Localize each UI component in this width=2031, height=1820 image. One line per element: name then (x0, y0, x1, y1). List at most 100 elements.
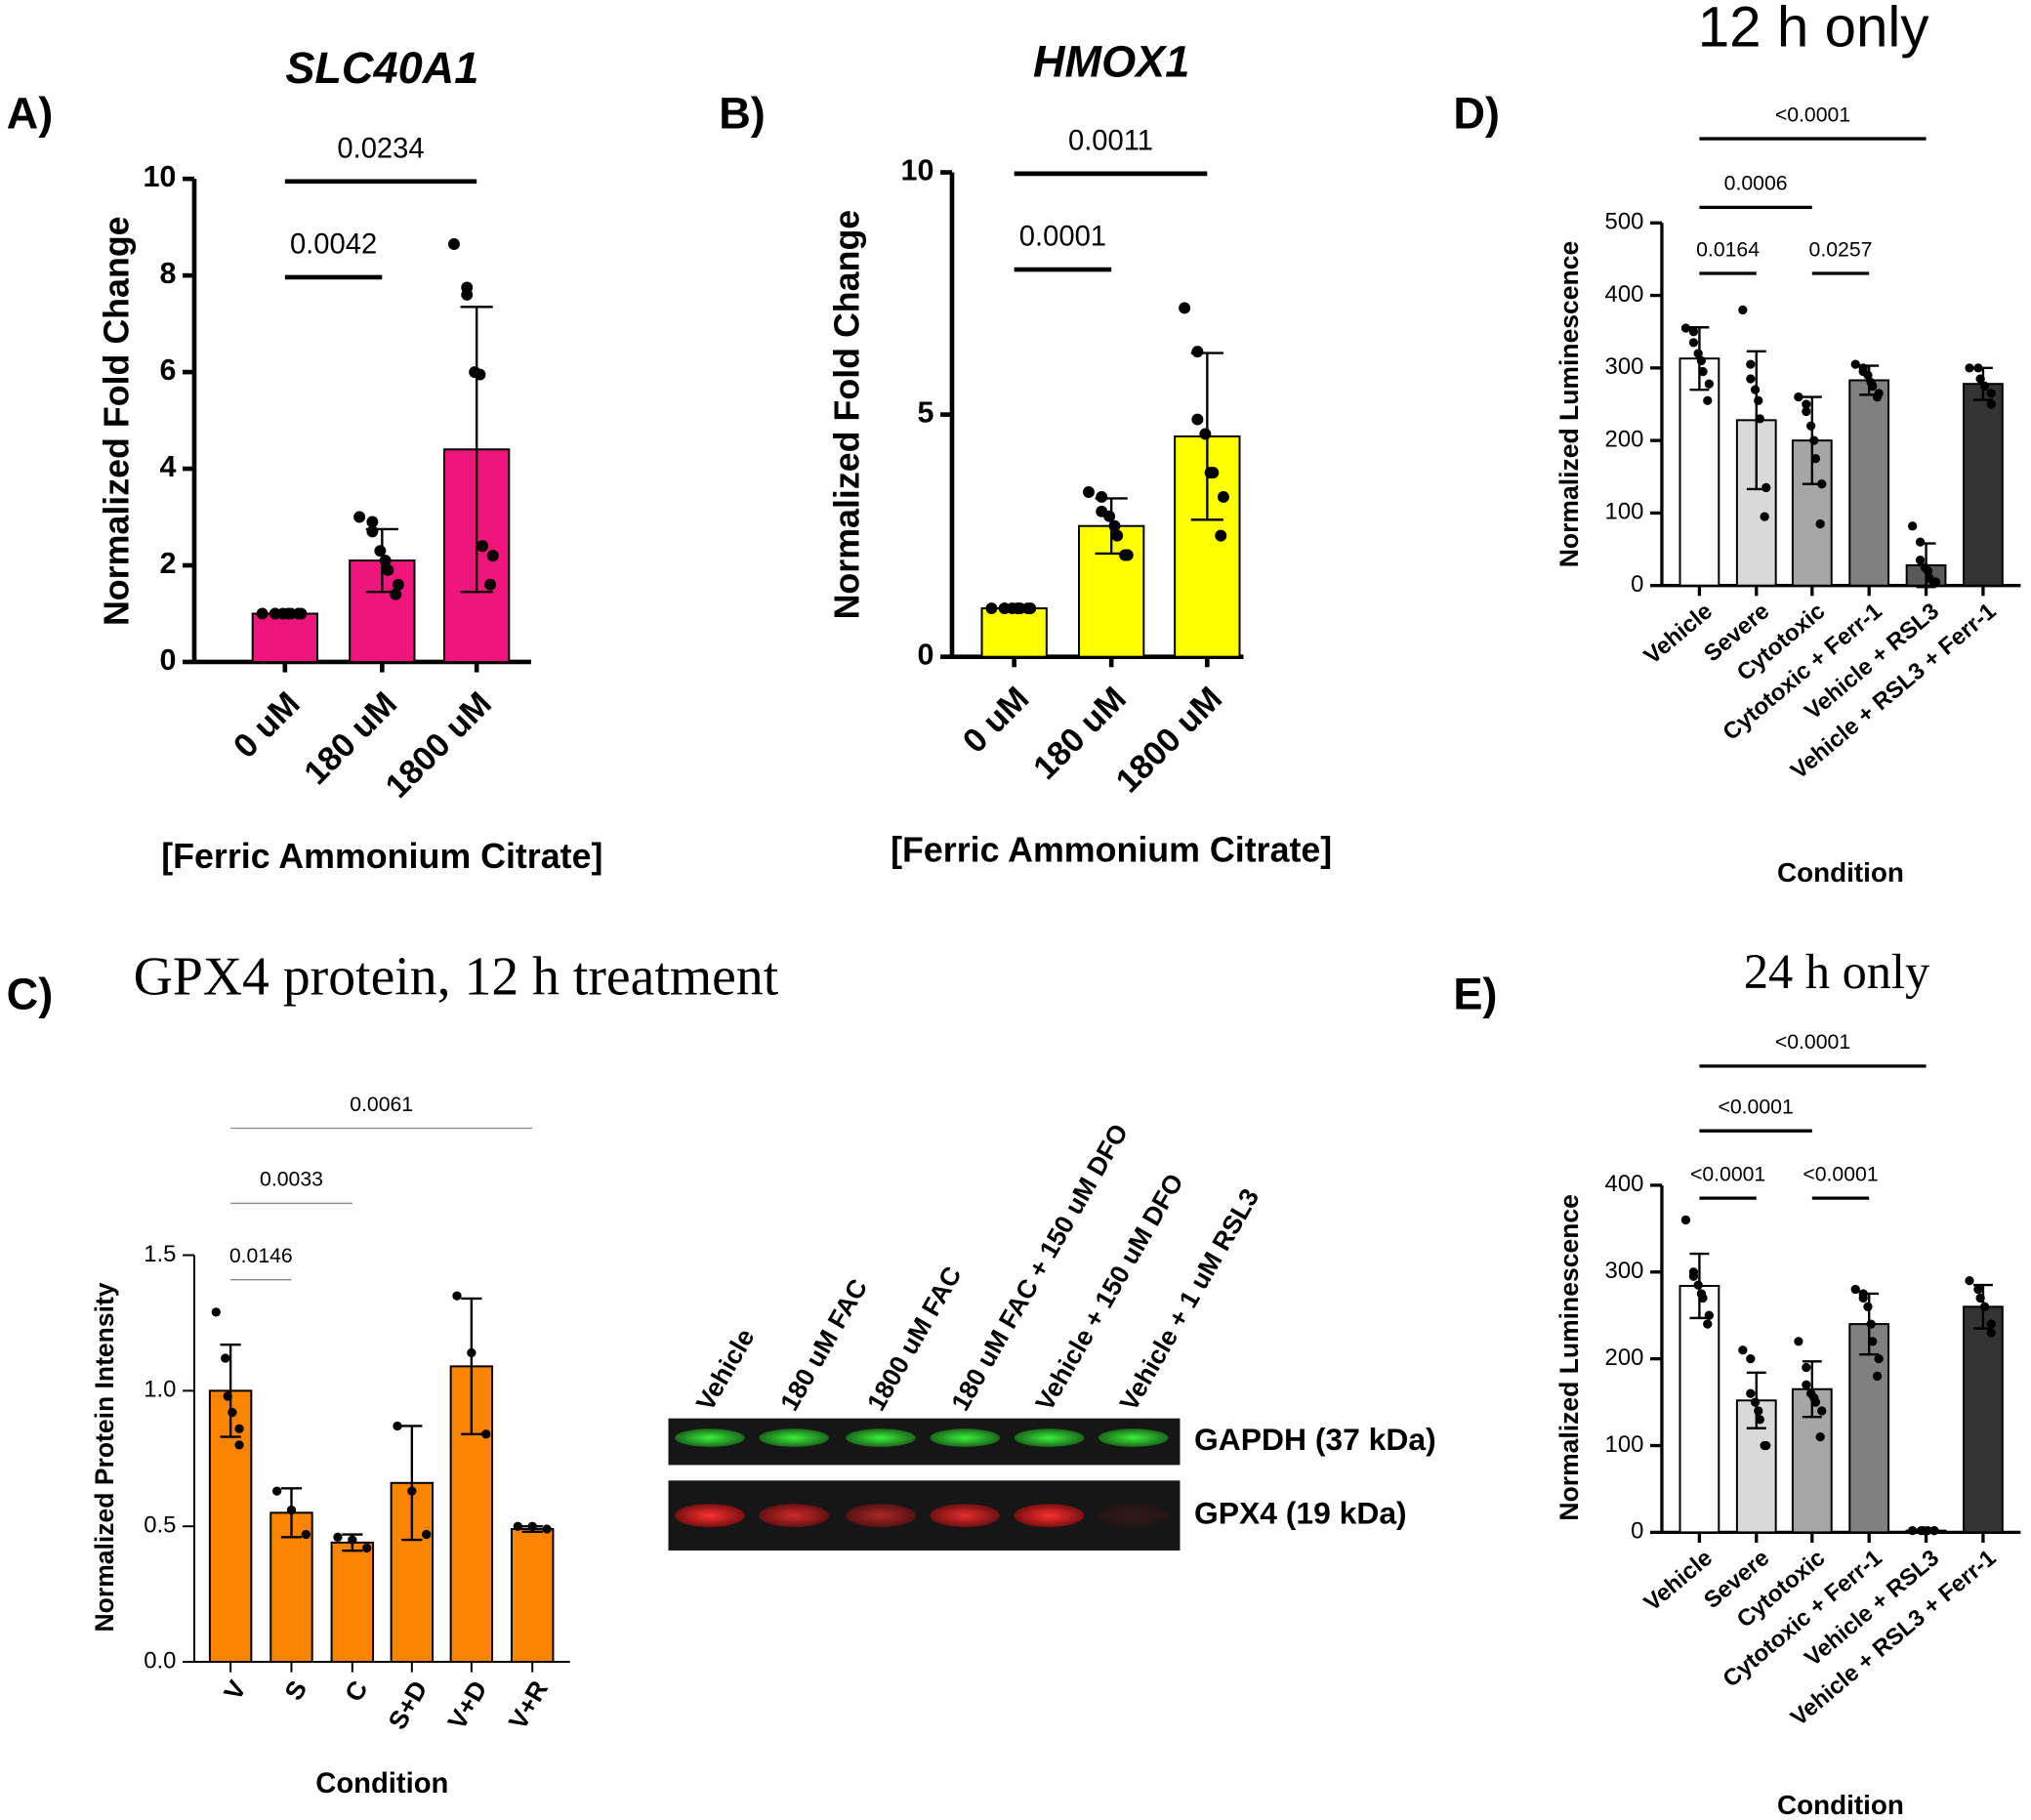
data-point (1986, 399, 1996, 409)
data-point (481, 1429, 491, 1439)
p-value-label: 0.0234 (337, 133, 424, 164)
x-tick-label: V+D (442, 1675, 493, 1734)
gapdh-band (930, 1428, 1001, 1447)
data-point (1915, 556, 1926, 565)
p-value-label: 0.0006 (1724, 173, 1788, 195)
data-point (1986, 1328, 1996, 1338)
p-value-label: 0.0164 (1696, 238, 1760, 261)
gapdh-band (1014, 1428, 1085, 1447)
x-axis-label: [Ferric Ammonium Citrate] (161, 837, 602, 876)
data-point (1802, 1380, 1811, 1389)
data-point (1703, 1319, 1713, 1329)
data-point (1703, 395, 1713, 405)
data-point (1866, 1319, 1876, 1329)
chart-panel: 12 h only D) Normalized Luminescence Condit… (1453, 0, 2021, 888)
y-tick-label: 4 (159, 450, 176, 483)
data-point (1688, 1271, 1699, 1281)
gapdh-band (675, 1428, 745, 1447)
y-tick-label: 500 (1605, 209, 1644, 235)
p-value-label: 0.0001 (1019, 222, 1106, 253)
p-value-label: 0.0042 (290, 229, 377, 261)
x-tick-label: 0 uM (227, 685, 307, 765)
data-point (1979, 1302, 1990, 1311)
gapdh-band (759, 1428, 829, 1447)
data-point (985, 602, 998, 615)
data-point (1868, 1337, 1878, 1346)
data-point (1850, 359, 1860, 369)
gpx4-band (846, 1504, 916, 1528)
band-label: GPX4 (19 kDa) (1194, 1496, 1407, 1531)
panel-label: D) (1453, 88, 1500, 138)
gapdh-band (846, 1428, 916, 1447)
data-point (1915, 537, 1926, 547)
data-point (1179, 302, 1191, 314)
panel-label: C) (7, 969, 54, 1018)
data-point (228, 1407, 237, 1418)
y-tick-label: 10 (900, 154, 933, 187)
x-tick-label: S (279, 1675, 313, 1705)
y-tick-label: 0 (1631, 571, 1643, 598)
lane-label: 180 uM FAC (774, 1274, 873, 1416)
data-point (1746, 374, 1756, 384)
data-point (1907, 1525, 1918, 1536)
data-point (1760, 512, 1769, 521)
y-tick-label: 1.0 (144, 1377, 176, 1403)
data-point (1754, 1406, 1763, 1416)
data-point (382, 563, 394, 576)
chart-panel: HMOX1 B) Normalized Fold Change [Ferric Amm… (719, 36, 1332, 869)
panel-label: E) (1453, 969, 1497, 1018)
y-tick-label: 100 (1605, 499, 1644, 525)
x-tick-label: 1800 uM (379, 685, 499, 806)
data-point (234, 1440, 244, 1450)
panel-label: A) (7, 88, 54, 138)
data-point (477, 540, 489, 553)
data-point (1986, 1319, 1996, 1329)
gpx4-band (759, 1504, 829, 1528)
bar (980, 607, 1048, 658)
data-point (1755, 414, 1764, 424)
data-point (1217, 490, 1229, 503)
data-point (1874, 1354, 1884, 1364)
data-point (1191, 346, 1204, 358)
data-point (1907, 521, 1918, 531)
chart-panel: SLC40A1 A) Normalized Fold Change [Ferric A… (7, 43, 603, 876)
data-point (1215, 529, 1227, 542)
data-point (1815, 518, 1825, 529)
data-point (366, 516, 379, 528)
data-point (1746, 1354, 1756, 1364)
p-value-label: <0.0001 (1775, 103, 1850, 126)
y-tick-label: 300 (1605, 1258, 1644, 1284)
gpx4-band (930, 1504, 1001, 1528)
data-point (1965, 1276, 1974, 1286)
data-point (452, 1291, 462, 1301)
data-point (234, 1424, 244, 1433)
x-tick-label: C (339, 1675, 374, 1707)
blot-strip (668, 1480, 1181, 1551)
p-value-label: <0.0001 (1718, 1096, 1793, 1118)
data-point (1794, 392, 1803, 402)
y-axis-label: Normalized Fold Change (97, 216, 136, 626)
data-point (1929, 578, 1939, 589)
data-point (366, 525, 379, 538)
y-tick-label: 5 (917, 396, 933, 430)
data-point (1746, 359, 1756, 369)
data-point (390, 588, 402, 600)
y-tick-label: 200 (1605, 426, 1644, 452)
data-point (461, 288, 474, 301)
data-point (1680, 1215, 1691, 1225)
y-axis-label: Normalized Luminescence (1554, 241, 1584, 568)
y-tick-label: 10 (143, 160, 176, 193)
panel-label: B) (719, 88, 766, 138)
p-value-label: 0.0146 (229, 1245, 293, 1267)
p-value-label: <0.0001 (1690, 1163, 1765, 1185)
y-tick-label: 0 (917, 639, 933, 672)
data-point (513, 1521, 522, 1531)
y-axis-label: Normalized Protein Intensity (90, 1282, 119, 1632)
lane-label: Vehicle (690, 1324, 761, 1416)
data-point (422, 1529, 432, 1540)
data-point (1850, 1284, 1860, 1295)
gapdh-band (1098, 1428, 1169, 1447)
y-tick-label: 0.0 (144, 1647, 176, 1674)
data-point (1207, 467, 1220, 479)
